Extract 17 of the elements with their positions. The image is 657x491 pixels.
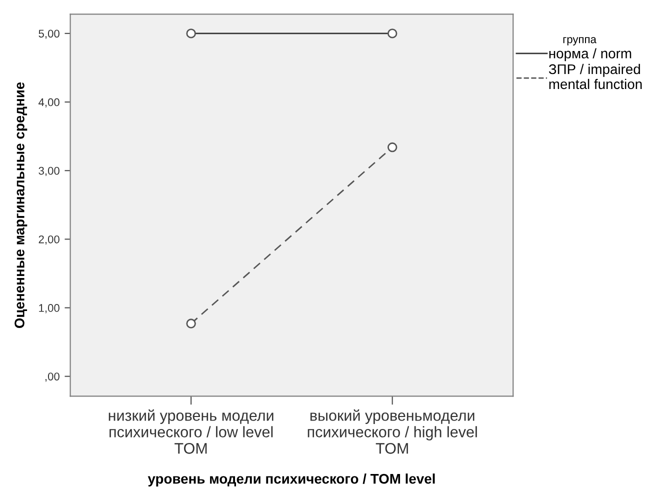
legend-label: норма / norm	[549, 48, 632, 62]
y-tick-label: ,00	[45, 372, 60, 382]
x-tick-label: низкий уровень модели психического / low level TOM	[108, 409, 274, 454]
x-tick-label: выокий уровеньмодели психического / high level TOM	[308, 409, 477, 454]
point	[186, 28, 196, 38]
x-axis-title: уровень модели психического / TOM level	[148, 474, 435, 486]
y-tick-label: 5,00	[38, 30, 60, 39]
legend-label: ЗПР / impaired mental function	[548, 64, 642, 90]
y-tick-label: 3,00	[38, 166, 60, 176]
legend-title: группа	[563, 37, 596, 46]
point	[186, 318, 196, 328]
point	[387, 142, 398, 152]
y-tick-label: 4,00	[38, 98, 60, 108]
y-tick-label: 1,00	[39, 304, 60, 314]
y-axis-title: Оцененные маргинальные средние	[14, 82, 28, 328]
point	[387, 28, 398, 38]
y-tick-label: 2,00	[38, 235, 60, 245]
